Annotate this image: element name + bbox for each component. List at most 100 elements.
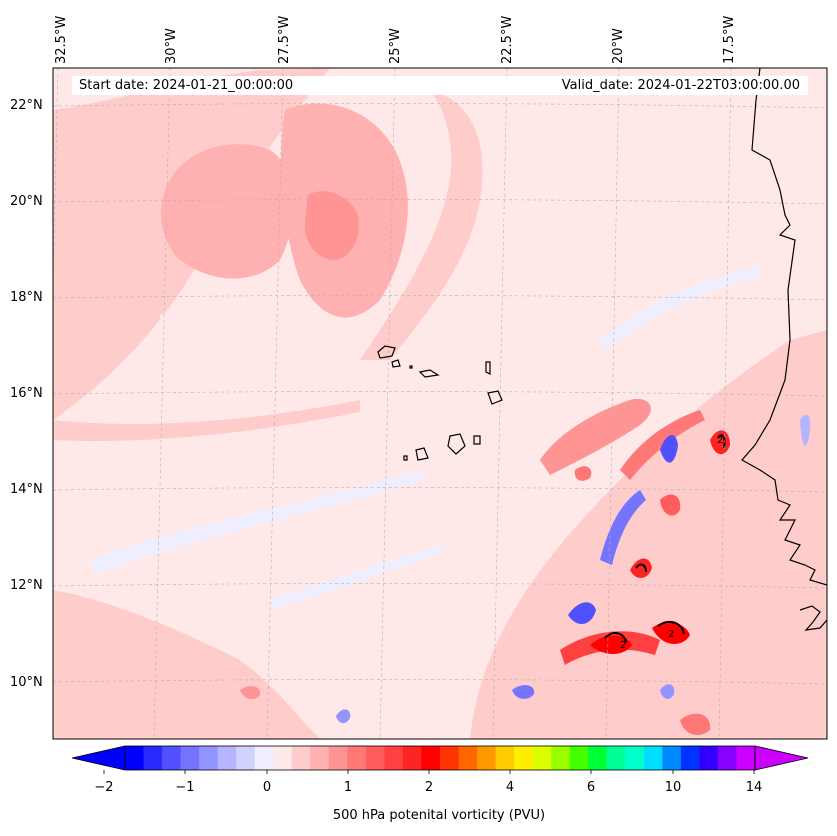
- pv-streak-blue-3: [600, 265, 762, 350]
- gridlines: [53, 68, 827, 739]
- colorbar-segment: [402, 746, 422, 770]
- colorbar-segment: [736, 746, 756, 770]
- cb-tick-label-3: 1: [343, 780, 353, 795]
- lat-label-14n: 14°N: [10, 482, 43, 497]
- contour-line-1: [604, 632, 627, 643]
- colorbar-segment: [347, 746, 367, 770]
- coast-southeast: [799, 605, 827, 631]
- island-fogo: [415, 447, 429, 461]
- pv-spot-blue-5: [800, 414, 811, 446]
- pv-spot-red-7: [680, 713, 711, 736]
- pv-streak-red-1: [540, 399, 651, 475]
- colorbar-segment: [384, 746, 404, 770]
- pv-streak-blue-4: [600, 490, 646, 565]
- colorbar-segment: [606, 746, 626, 770]
- pv-hole: [160, 310, 199, 346]
- cb-tick-label-5: 4: [505, 780, 515, 795]
- colorbar-segment: [625, 746, 645, 770]
- lat-label-12n: 12°N: [10, 578, 43, 593]
- colorbar-frame: [124, 745, 756, 771]
- lon-label-20w: 20°W: [611, 28, 626, 64]
- lat-label-18n: 18°N: [10, 290, 43, 305]
- cb-tick-label-1: −1: [175, 780, 195, 795]
- cb-tick-label-4: 2: [424, 780, 434, 795]
- pv-region-southeast: [470, 330, 827, 739]
- lon-label-27-5w: 27.5°W: [277, 15, 292, 64]
- colorbar-segment: [125, 746, 145, 770]
- colorbar-segment: [217, 746, 237, 770]
- pv-core-blue-1: [660, 434, 678, 463]
- colorbar-segment: [551, 746, 571, 770]
- island-sal: [485, 361, 491, 375]
- colorbar-segment: [310, 746, 330, 770]
- pv-core-center: [304, 191, 359, 260]
- colorbar-segment: [421, 746, 441, 770]
- lon-label-17-5w: 17.5°W: [722, 15, 737, 64]
- colorbar-extend-left: [71, 745, 126, 771]
- pv-core-red-1: [590, 635, 632, 655]
- colorbar-title: 500 hPa potenital vorticity (PVU): [332, 808, 546, 823]
- cb-tick-label-8: 14: [745, 780, 763, 795]
- pv-spot-blue-6: [660, 684, 675, 699]
- pv-band-southwest: [53, 590, 320, 739]
- pv-band-arc: [360, 90, 483, 360]
- colorbar-segment: [273, 746, 293, 770]
- contour-label-2: 2: [668, 629, 674, 640]
- map-frame: [52, 67, 828, 740]
- pv-spot-blue-3: [512, 685, 535, 699]
- lat-label-20n: 20°N: [10, 194, 43, 209]
- colorbar-segment: [180, 746, 200, 770]
- colorbar-segment: [365, 746, 385, 770]
- colorbar-segment: [143, 746, 163, 770]
- colorbar-segment: [662, 746, 682, 770]
- colorbar-segment: [477, 746, 497, 770]
- colorbar-segment: [328, 746, 348, 770]
- island-santiago: [447, 433, 466, 455]
- lon-label-32-5w: 32.5°W: [54, 15, 69, 64]
- island-santo-antao: [377, 345, 396, 359]
- pv-core-red-4: [710, 430, 730, 455]
- contour-line-4: [717, 434, 726, 449]
- cb-tick-label-6: 6: [586, 780, 596, 795]
- start-date-label: Start date: 2024-01-21_00:00:00: [79, 78, 294, 93]
- lat-label-10n: 10°N: [10, 675, 43, 690]
- pv-core-red-3: [630, 558, 652, 579]
- pv-field: [53, 68, 827, 739]
- colorbar-segment: [643, 746, 663, 770]
- pv-spot-red-6: [574, 466, 592, 481]
- pv-streak-blue-2: [270, 545, 442, 610]
- lon-label-30w: 30°W: [164, 28, 179, 64]
- pv-contours: [604, 434, 726, 643]
- colorbar-segment: [236, 746, 256, 770]
- lat-label-16n: 16°N: [10, 386, 43, 401]
- contour-label-3: 2: [717, 435, 723, 446]
- island-santa-luzia: [409, 365, 413, 369]
- colorbar-segment: [588, 746, 608, 770]
- info-box: [72, 76, 808, 95]
- island-brava: [403, 455, 408, 461]
- colorbar-extend-right: [754, 745, 809, 771]
- island-sao-nicolau: [418, 369, 440, 378]
- lon-label-22-5w: 22.5°W: [500, 15, 515, 64]
- lon-label-25w: 25°W: [388, 28, 403, 64]
- colorbar-segment: [717, 746, 737, 770]
- africa-coast: [741, 68, 827, 586]
- pv-core-blue-2: [568, 602, 596, 625]
- colorbar-segment: [254, 746, 274, 770]
- contour-line-2: [657, 620, 685, 635]
- colorbar-segment: [162, 746, 182, 770]
- colorbar: [71, 745, 809, 774]
- cb-tick-label-0: −2: [94, 780, 114, 795]
- colorbar-segment: [291, 746, 311, 770]
- colorbar-segment: [199, 746, 219, 770]
- colorbar-segment: [532, 746, 552, 770]
- cb-tick-label-2: 0: [262, 780, 272, 795]
- colorbar-segment: [514, 746, 534, 770]
- island-maio: [473, 435, 481, 445]
- colorbar-segment: [440, 746, 460, 770]
- pv-blob-west: [161, 144, 294, 279]
- lat-label-22n: 22°N: [10, 98, 43, 113]
- colorbar-segment: [495, 746, 515, 770]
- pv-spot-red-5: [660, 494, 681, 516]
